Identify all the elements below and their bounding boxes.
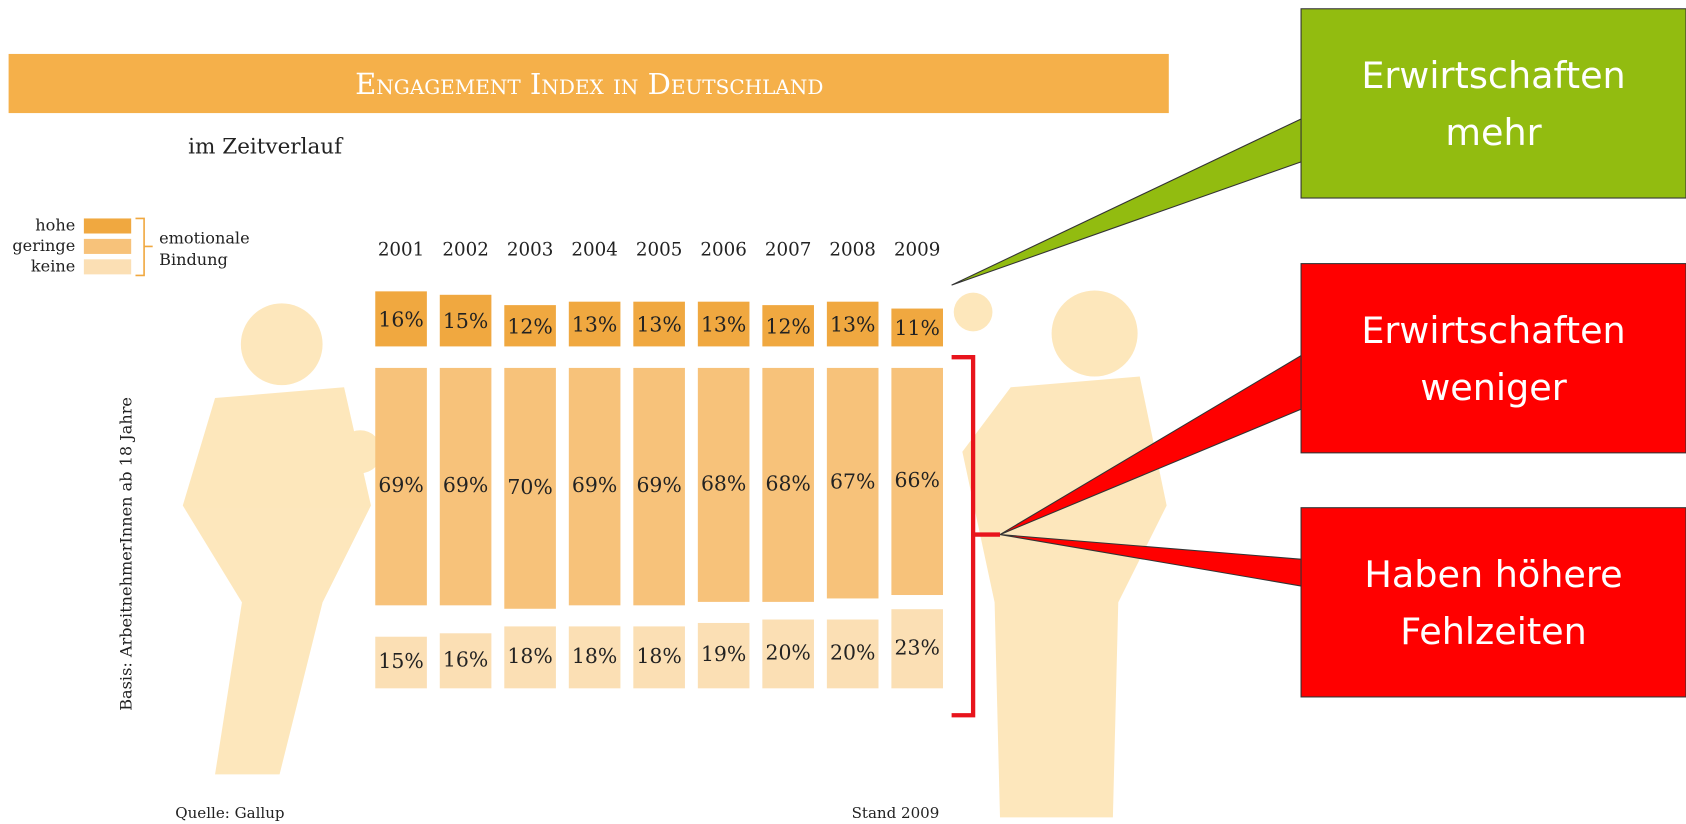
value-label: 12% [765,314,810,338]
bar [504,626,556,689]
bar [826,301,879,347]
value-label: 67% [830,470,875,494]
value-label: 16% [378,308,423,332]
value-label: 20% [830,640,875,664]
bar [504,305,556,347]
bar [375,367,427,606]
callout-box [1300,8,1686,199]
value-label: 23% [895,635,940,659]
bar [633,367,685,606]
bar [568,301,621,347]
legend-label: geringe [12,236,75,255]
value-label: 66% [895,468,940,492]
chart-title: Engagement Index in Deutschland [355,67,823,101]
callout-text: weniger [1420,366,1567,409]
bar [697,367,750,602]
bracket [951,355,1000,718]
x-tick-label: 2007 [765,240,812,261]
value-label: 68% [701,471,746,495]
value-label: 13% [572,313,617,337]
value-label: 13% [636,313,681,337]
value-label: 16% [443,647,488,671]
bar [504,367,556,609]
legend-swatch [83,218,132,234]
bar [375,636,427,689]
value-label: 69% [636,473,681,497]
callout-text: Fehlzeiten [1400,610,1587,653]
value-label: 11% [895,316,940,340]
value-label: 18% [507,644,552,668]
y-axis-label: Basis: ArbeitnehmerInnen ab 18 Jahre [116,397,135,711]
figure-left [182,303,382,775]
bar [826,619,879,689]
bar [439,367,492,606]
x-tick-label: 2008 [829,240,876,261]
value-label: 13% [830,313,875,337]
x-tick-label: 2002 [442,240,488,261]
title-band [8,53,1169,114]
bar [633,626,685,689]
bar [633,301,685,347]
x-tick-label: 2005 [636,240,683,261]
bar [891,367,943,596]
callout-box [1300,263,1686,454]
bar [762,305,814,347]
bar [439,294,492,347]
bar [891,609,943,689]
legend-title: emotionale [159,228,250,247]
bar [568,367,621,606]
x-tick-label: 2003 [507,240,553,261]
value-label: 15% [443,309,488,333]
value-label: 13% [701,313,746,337]
value-label: 15% [378,649,423,673]
note: Stand 2009 [852,804,940,822]
legend-label: hohe [35,215,75,234]
legend-swatch [83,259,132,275]
legend-title: Bindung [159,250,228,269]
value-label: 69% [378,473,423,497]
bar [375,291,427,347]
callout-text: mehr [1445,111,1542,154]
bar [891,308,943,347]
x-tick-label: 2009 [894,240,941,261]
callout-text: Haben höhere [1364,553,1622,596]
legend-bracket [135,217,153,277]
legend-label: keine [31,256,75,275]
bar [568,626,621,689]
callout-pointer [951,117,1303,286]
value-label: 68% [765,471,810,495]
legend-swatch [83,238,132,254]
bar [762,367,814,602]
value-label: 69% [572,473,617,497]
value-label: 69% [443,473,488,497]
bar [439,633,492,689]
x-tick-label: 2001 [378,240,425,261]
source: Quelle: Gallup [175,804,284,822]
bar [826,367,879,599]
x-tick-label: 2004 [571,240,618,261]
bar [762,619,814,689]
value-label: 12% [507,314,552,338]
subtitle: im Zeitverlauf [188,134,344,159]
value-label: 18% [572,644,617,668]
value-label: 19% [701,642,746,666]
callout-text: Erwirtschaften [1361,54,1625,97]
value-label: 70% [507,475,552,499]
callout-box [1300,507,1686,698]
x-tick-label: 2006 [700,240,747,261]
value-label: 18% [636,644,681,668]
callout-text: Erwirtschaften [1361,309,1625,352]
bar [697,301,750,347]
value-label: 20% [765,640,810,664]
bar [697,622,750,689]
